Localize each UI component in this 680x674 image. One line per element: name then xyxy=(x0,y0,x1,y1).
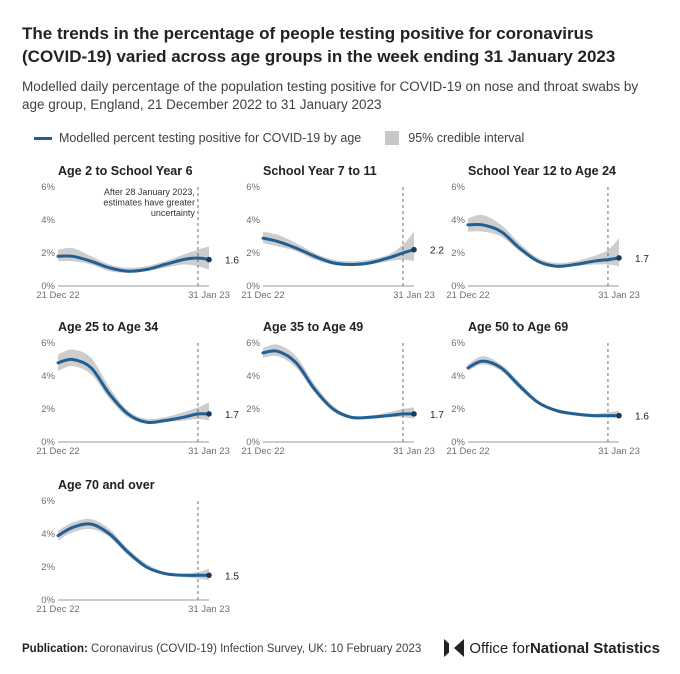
x-tick-label: 21 Dec 22 xyxy=(241,290,284,301)
x-tick-label: 21 Dec 22 xyxy=(446,290,489,301)
series-line xyxy=(261,236,416,267)
y-tick-label: 2% xyxy=(41,248,55,259)
y-tick-label: 0% xyxy=(41,595,55,606)
y-tick-label: 6% xyxy=(451,338,465,349)
y-tick-label: 4% xyxy=(41,215,55,226)
y-tick-label: 2% xyxy=(41,562,55,573)
credible-interval-band xyxy=(468,356,619,419)
logo-text-bold: National Statistics xyxy=(529,639,660,657)
y-tick-label: 4% xyxy=(246,215,260,226)
panel-title: Age 50 to Age 69 xyxy=(468,320,568,334)
series-line xyxy=(466,222,621,268)
end-value-label: 1.6 xyxy=(225,256,239,267)
uncertainty-annotation: estimates have greater xyxy=(103,198,195,208)
y-tick-label: 6% xyxy=(41,496,55,507)
y-tick-label: 2% xyxy=(451,248,465,259)
end-point-marker xyxy=(206,256,212,263)
ons-logo-icon xyxy=(444,639,465,657)
ons-logo: Office for National Statistics xyxy=(443,638,660,658)
y-tick-label: 6% xyxy=(41,182,55,193)
end-value-label: 1.6 xyxy=(635,412,649,423)
end-value-label: 1.5 xyxy=(225,571,239,582)
credible-interval-band xyxy=(58,349,209,425)
chart-title: The trends in the percentage of people t… xyxy=(22,24,616,66)
credible-interval-band xyxy=(263,231,414,267)
y-tick-label: 2% xyxy=(246,248,260,259)
y-tick-label: 4% xyxy=(246,371,260,382)
end-point-marker xyxy=(411,246,417,253)
end-point-marker xyxy=(616,412,622,419)
y-tick-label: 6% xyxy=(246,338,260,349)
x-tick-label: 31 Jan 23 xyxy=(598,446,640,457)
x-tick-label: 31 Jan 23 xyxy=(188,446,230,457)
small-multiples-chart: Age 2 to School Year 6 0% 2% 4% 6% 21 Dec 22 3… xyxy=(36,164,649,615)
y-tick-label: 0% xyxy=(41,281,55,292)
x-tick-label: 21 Dec 22 xyxy=(241,446,284,457)
y-tick-label: 4% xyxy=(451,215,465,226)
end-point-marker xyxy=(206,572,212,579)
credible-interval-band xyxy=(263,344,414,420)
publication-label: Publication: xyxy=(22,643,88,655)
x-tick-label: 31 Jan 23 xyxy=(393,446,435,457)
series-line xyxy=(466,359,621,418)
x-tick-label: 21 Dec 22 xyxy=(36,604,79,615)
panel-title: School Year 12 to Age 24 xyxy=(468,164,616,178)
end-point-marker xyxy=(206,411,212,417)
y-tick-label: 6% xyxy=(41,338,55,349)
logo-text-regular: Office for xyxy=(469,639,530,657)
y-tick-label: 6% xyxy=(246,182,260,193)
panel-title: Age 35 to Age 49 xyxy=(263,320,363,334)
y-tick-label: 4% xyxy=(41,371,55,382)
chart-subtitle: Modelled daily percentage of the populat… xyxy=(22,79,639,112)
y-tick-label: 0% xyxy=(246,281,260,292)
x-tick-label: 21 Dec 22 xyxy=(36,446,79,457)
legend-band-swatch xyxy=(385,131,400,145)
legend-line-label: Modelled percent testing positive for CO… xyxy=(59,131,362,145)
x-tick-label: 31 Jan 23 xyxy=(598,290,640,301)
credible-interval-band xyxy=(58,246,209,273)
uncertainty-annotation: uncertainty xyxy=(151,208,196,218)
end-point-marker xyxy=(411,411,417,417)
credible-interval-band xyxy=(468,214,619,268)
y-tick-label: 4% xyxy=(451,371,465,382)
y-tick-label: 2% xyxy=(246,404,260,415)
y-tick-label: 0% xyxy=(41,437,55,448)
legend-band-label: 95% credible interval xyxy=(408,131,525,145)
y-tick-label: 0% xyxy=(246,437,260,448)
x-tick-label: 21 Dec 22 xyxy=(446,446,489,457)
legend-line-swatch xyxy=(34,136,52,140)
panel-title: Age 25 to Age 34 xyxy=(58,320,158,334)
y-tick-label: 4% xyxy=(41,529,55,540)
series-line xyxy=(56,254,211,273)
panel-title: Age 2 to School Year 6 xyxy=(58,164,193,178)
panel-title: School Year 7 to 11 xyxy=(263,164,377,178)
series-line xyxy=(261,349,416,420)
y-tick-label: 6% xyxy=(451,182,465,193)
x-tick-label: 31 Jan 23 xyxy=(393,290,435,301)
legend: Modelled percent testing positive for CO… xyxy=(34,129,524,147)
y-tick-label: 0% xyxy=(451,437,465,448)
end-value-label: 1.7 xyxy=(225,410,239,421)
credible-interval-band xyxy=(58,518,209,581)
end-value-label: 1.7 xyxy=(430,410,444,421)
end-value-label: 1.7 xyxy=(635,254,649,265)
x-tick-label: 31 Jan 23 xyxy=(188,290,230,301)
panel-title: Age 70 and over xyxy=(58,478,155,492)
end-point-marker xyxy=(616,255,622,261)
series-line xyxy=(56,357,211,425)
y-tick-label: 2% xyxy=(451,404,465,415)
y-tick-label: 0% xyxy=(451,281,465,292)
publication-text: Coronavirus (COVID-19) Infection Survey,… xyxy=(91,643,422,655)
publication-footer: Publication: Coronavirus (COVID-19) Infe… xyxy=(22,643,421,655)
end-value-label: 2.2 xyxy=(430,246,444,257)
uncertainty-annotation: After 28 January 2023, xyxy=(104,187,195,197)
series-line xyxy=(56,522,211,577)
y-tick-label: 2% xyxy=(41,404,55,415)
x-tick-label: 31 Jan 23 xyxy=(188,604,230,615)
x-tick-label: 21 Dec 22 xyxy=(36,290,79,301)
